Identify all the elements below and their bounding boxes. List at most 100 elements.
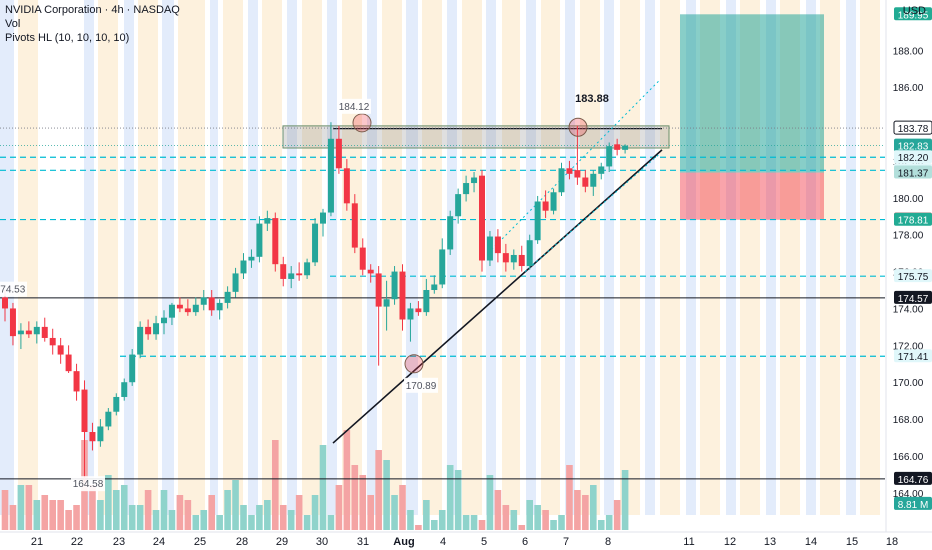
- candle-body: [328, 139, 334, 213]
- candle-body: [503, 253, 509, 262]
- session-band: [178, 0, 205, 515]
- volume-bar: [614, 500, 621, 530]
- volume-bar: [224, 490, 231, 530]
- candle-body: [233, 273, 239, 291]
- position-target-zone[interactable]: [680, 14, 824, 172]
- price-tick-label: 178.00: [893, 231, 924, 242]
- volume-bar: [89, 485, 96, 530]
- candle-body: [511, 255, 517, 262]
- volume-bar: [344, 430, 351, 530]
- session-band: [18, 0, 38, 515]
- time-axis[interactable]: 21 22 23 24 25 28 29 30 31 Aug 4 5 6 7 8 11 12 13 14 15 18: [0, 532, 932, 550]
- price-label-text: 183.78: [898, 124, 929, 135]
- session-band: [860, 0, 880, 515]
- price-label-text: 164.76: [898, 475, 929, 486]
- position-stop-zone[interactable]: [680, 173, 824, 220]
- price-label-text: 8.81 M: [898, 500, 929, 511]
- candle-body: [455, 194, 461, 216]
- candle-body: [495, 237, 501, 254]
- volume-bar: [10, 505, 17, 530]
- session-band: [327, 0, 337, 515]
- session-band: [124, 0, 134, 515]
- time-tick-label: 29: [276, 536, 288, 548]
- candle-body: [407, 308, 413, 319]
- price-axis[interactable]: 164.00166.00168.00170.00172.00174.00176.…: [886, 0, 932, 550]
- session-band: [541, 0, 560, 515]
- candle-body: [145, 327, 151, 334]
- time-tick-label: 12: [724, 536, 736, 548]
- candle-body: [559, 168, 565, 192]
- pivots-indicator-label[interactable]: Pivots HL (10, 10, 10, 10): [5, 32, 129, 44]
- volume-bar: [447, 465, 454, 530]
- candle-body: [376, 273, 382, 306]
- candle-body: [622, 146, 628, 150]
- candle-body: [471, 178, 477, 184]
- candle-body: [89, 432, 95, 441]
- volume-bar: [336, 485, 343, 530]
- candle-body: [590, 174, 596, 187]
- candle-body: [304, 262, 310, 275]
- volume-indicator-label[interactable]: Vol: [5, 18, 20, 30]
- time-tick-label: 22: [71, 536, 83, 548]
- volume-bar: [534, 505, 541, 530]
- pivot-high-circle: [569, 118, 587, 136]
- candle-body: [543, 201, 549, 210]
- volume-bar: [407, 510, 414, 530]
- volume-bar: [200, 510, 207, 530]
- session-band: [302, 0, 322, 515]
- candle-body: [479, 176, 485, 261]
- candle-body: [272, 218, 278, 264]
- volume-bar: [208, 495, 215, 530]
- candle-body: [400, 272, 406, 320]
- candle-body: [360, 248, 366, 270]
- currency-label[interactable]: USD: [903, 5, 926, 17]
- volume-bar: [65, 510, 72, 530]
- candle-body: [58, 345, 64, 354]
- volume-bar: [73, 505, 80, 530]
- candle-body: [352, 203, 358, 247]
- session-band: [846, 0, 856, 515]
- volume-bar: [511, 510, 518, 530]
- volume-bar: [185, 500, 192, 530]
- price-tick-label: 174.00: [893, 304, 924, 315]
- candle-body: [320, 213, 326, 224]
- session-band: [660, 0, 680, 515]
- candle-body: [137, 327, 143, 355]
- candle-body: [201, 297, 207, 304]
- pivot-high-label: 184.12: [339, 102, 370, 113]
- volume-bar: [129, 505, 136, 530]
- session-band: [382, 0, 402, 515]
- candle-body: [256, 224, 262, 257]
- candle-body: [566, 168, 572, 174]
- candle-body: [50, 338, 56, 345]
- time-tick-label: 21: [31, 536, 43, 548]
- price-tick-label: 166.00: [893, 452, 924, 463]
- candle-body: [185, 308, 191, 312]
- session-band: [422, 0, 442, 515]
- volume-bar: [121, 485, 128, 530]
- candle-body: [487, 237, 493, 261]
- candle-body: [248, 257, 254, 261]
- volume-bar: [320, 445, 327, 530]
- volume-bar: [145, 490, 152, 530]
- volume-bar: [558, 515, 565, 530]
- candle-body: [606, 146, 612, 166]
- candle-body: [551, 192, 557, 210]
- time-tick-label: 6: [522, 536, 528, 548]
- candle-body: [384, 299, 390, 306]
- candle-body: [415, 308, 421, 312]
- pivot-high-label: 183.88: [575, 93, 609, 105]
- candle-body: [121, 382, 127, 397]
- symbol-title[interactable]: NVIDIA Corporation · 4h · NASDAQ: [5, 4, 180, 16]
- time-tick-label: 15: [846, 536, 858, 548]
- volume-bar: [2, 490, 9, 530]
- volume-bar: [487, 475, 494, 530]
- volume-bar: [542, 510, 549, 530]
- session-band: [580, 0, 600, 515]
- time-tick-label: 28: [236, 536, 248, 548]
- volume-bar: [232, 480, 239, 530]
- long-position-tool[interactable]: [680, 14, 824, 219]
- time-tick-label: 7: [563, 536, 569, 548]
- candle-body: [288, 273, 294, 279]
